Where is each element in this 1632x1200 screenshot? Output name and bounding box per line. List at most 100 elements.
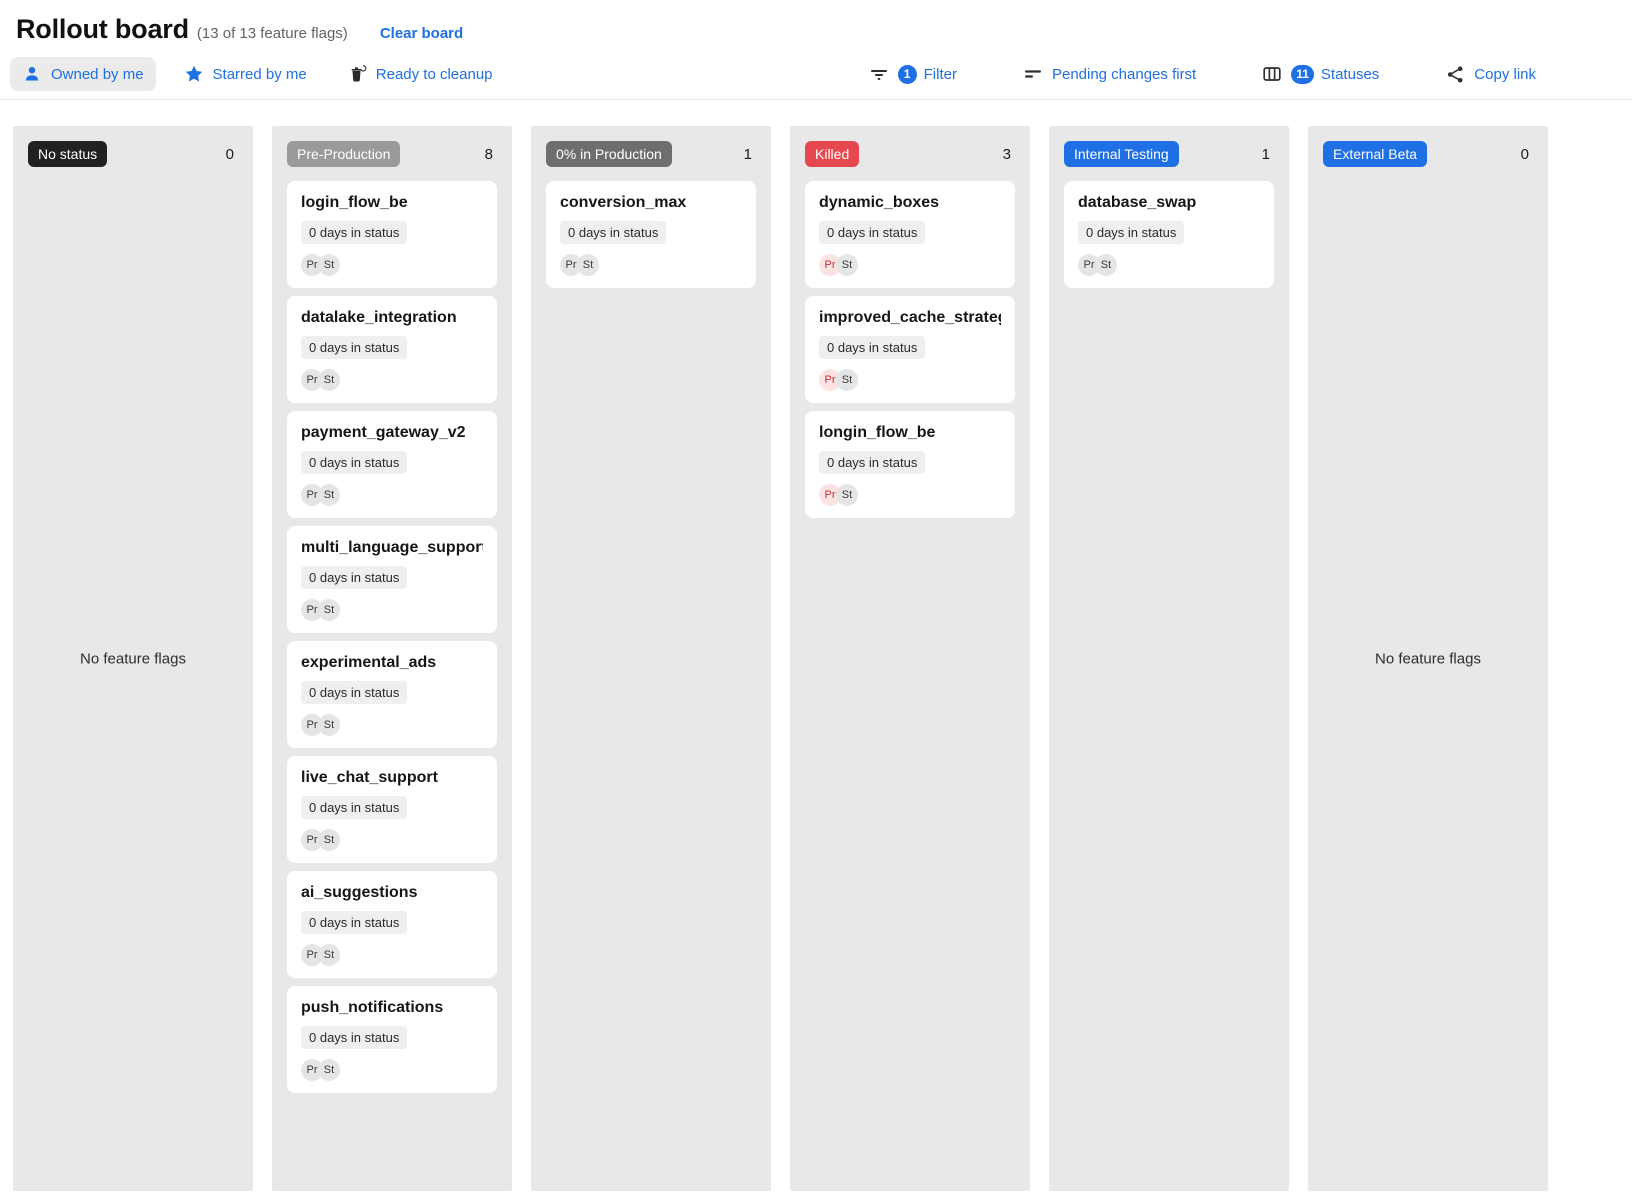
days-in-status-chip: 0 days in status	[819, 336, 926, 359]
feature-flag-card[interactable]: multi_language_support 0 days in status Pr…	[287, 526, 497, 633]
feature-flag-card[interactable]: longin_flow_be 0 days in status Pr St	[805, 411, 1015, 518]
feature-flag-card[interactable]: payment_gateway_v2 0 days in status Pr St	[287, 411, 497, 518]
toolbar-right: 1 Filter Pending changes first 11 Status…	[857, 57, 1548, 91]
empty-column-label: No feature flags	[80, 650, 186, 667]
tag-avatar-pr: Pr	[1078, 254, 1100, 276]
tag-avatars: Pr St	[301, 599, 483, 621]
feature-flag-card[interactable]: experimental_ads 0 days in status Pr St	[287, 641, 497, 748]
card-list: login_flow_be 0 days in status Pr St datalak…	[287, 181, 497, 1093]
page-title: Rollout board	[16, 14, 189, 44]
flag-name: ai_suggestions	[301, 884, 418, 901]
feature-flag-card[interactable]: database_swap 0 days in status Pr St	[1064, 181, 1274, 288]
column-count: 1	[743, 145, 752, 163]
statuses-button[interactable]: 11 Statuses	[1250, 57, 1391, 91]
column-count: 8	[484, 145, 493, 163]
tag-avatar-st: St	[836, 484, 858, 506]
flag-name: payment_gateway_v2	[301, 424, 466, 441]
tag-avatar-st: St	[318, 829, 340, 851]
tag-avatar-st: St	[318, 714, 340, 736]
feature-flag-card[interactable]: datalake_integration 0 days in status Pr St	[287, 296, 497, 403]
column-count: 3	[1002, 145, 1011, 163]
board-column-0-in-production: 0% in Production 1 conversion_max 0 days in…	[531, 126, 771, 1191]
tag-avatar-st: St	[318, 944, 340, 966]
tag-avatars: Pr St	[819, 254, 1001, 276]
feature-flag-card[interactable]: live_chat_support 0 days in status Pr St	[287, 756, 497, 863]
days-in-status-chip: 0 days in status	[301, 336, 408, 359]
flag-name: longin_flow_be	[819, 424, 936, 441]
filter-count-badge: 1	[897, 64, 917, 84]
toolbar: Owned by me Starred by me	[0, 45, 1632, 91]
statuses-label: Statuses	[1320, 65, 1380, 83]
column-header: Pre-Production 8	[287, 141, 497, 167]
empty-column-label: No feature flags	[1375, 650, 1481, 667]
column-header: No status 0	[28, 141, 238, 167]
flag-name: datalake_integration	[301, 309, 457, 326]
flag-name: live_chat_support	[301, 769, 438, 786]
days-in-status-chip: 0 days in status	[301, 1026, 408, 1049]
board-column-pre-production: Pre-Production 8 login_flow_be 0 days in st…	[272, 126, 512, 1191]
days-in-status-chip: 0 days in status	[560, 221, 667, 244]
days-in-status-chip: 0 days in status	[301, 451, 408, 474]
copy-link-button[interactable]: Copy link	[1433, 57, 1548, 91]
tag-avatar-pr: Pr	[301, 714, 323, 736]
days-in-status-chip: 0 days in status	[301, 681, 408, 704]
sort-icon	[1023, 64, 1043, 84]
filter-label: Filter	[923, 65, 957, 83]
tag-avatar-pr: Pr	[819, 484, 841, 506]
tag-avatar-st: St	[836, 254, 858, 276]
flag-name: push_notifications	[301, 999, 444, 1016]
column-header: Internal Testing 1	[1064, 141, 1274, 167]
filter-icon	[869, 64, 889, 84]
tag-avatars: Pr St	[560, 254, 742, 276]
share-icon	[1445, 64, 1465, 84]
column-status-badge: External Beta	[1323, 141, 1428, 167]
feature-flag-card[interactable]: login_flow_be 0 days in status Pr St	[287, 181, 497, 288]
tag-avatar-pr: Pr	[819, 369, 841, 391]
owned-by-me-label: Owned by me	[51, 65, 144, 83]
tag-avatar-pr: Pr	[301, 254, 323, 276]
filter-button[interactable]: 1 Filter	[857, 57, 969, 91]
sort-button[interactable]: Pending changes first	[1011, 57, 1208, 91]
tag-avatars: Pr St	[301, 829, 483, 851]
column-count: 1	[1261, 145, 1270, 163]
column-status-badge: No status	[28, 141, 108, 167]
tag-avatars: Pr St	[301, 714, 483, 736]
days-in-status-chip: 0 days in status	[301, 566, 408, 589]
tag-avatars: Pr St	[819, 369, 1001, 391]
tag-avatars: Pr St	[301, 369, 483, 391]
feature-flag-card[interactable]: dynamic_boxes 0 days in status Pr St	[805, 181, 1015, 288]
toolbar-left: Owned by me Starred by me	[10, 57, 505, 91]
tag-avatars: Pr St	[1078, 254, 1260, 276]
board-column-internal-testing: Internal Testing 1 database_swap 0 days in …	[1049, 126, 1289, 1191]
tag-avatar-st: St	[318, 369, 340, 391]
clear-board-button[interactable]: Clear board	[379, 25, 464, 42]
card-list: database_swap 0 days in status Pr St	[1064, 181, 1274, 288]
board-column-no-status: No status 0 No feature flags	[13, 126, 253, 1191]
owned-by-me-button[interactable]: Owned by me	[10, 57, 156, 91]
tag-avatars: Pr St	[301, 254, 483, 276]
tag-avatar-pr: Pr	[301, 599, 323, 621]
person-icon	[22, 64, 42, 84]
page-subtitle: (13 of 13 feature flags)	[196, 25, 348, 42]
tag-avatar-pr: Pr	[301, 369, 323, 391]
sort-label: Pending changes first	[1051, 65, 1197, 83]
feature-flag-card[interactable]: conversion_max 0 days in status Pr St	[546, 181, 756, 288]
column-header: External Beta 0	[1323, 141, 1533, 167]
ready-to-cleanup-button[interactable]: Ready to cleanup	[335, 57, 505, 91]
card-list: conversion_max 0 days in status Pr St	[546, 181, 756, 288]
feature-flag-card[interactable]: improved_cache_strategy 0 days in status P…	[805, 296, 1015, 403]
ready-to-cleanup-label: Ready to cleanup	[375, 65, 493, 83]
flag-name: dynamic_boxes	[819, 194, 940, 211]
days-in-status-chip: 0 days in status	[301, 911, 408, 934]
days-in-status-chip: 0 days in status	[819, 451, 926, 474]
flag-name: login_flow_be	[301, 194, 408, 211]
feature-flag-card[interactable]: push_notifications 0 days in status Pr St	[287, 986, 497, 1093]
tag-avatars: Pr St	[819, 484, 1001, 506]
flag-name: conversion_max	[560, 194, 687, 211]
feature-flag-card[interactable]: ai_suggestions 0 days in status Pr St	[287, 871, 497, 978]
page-header: Rollout board (13 of 13 feature flags) C…	[0, 0, 1632, 45]
tag-avatar-pr: Pr	[301, 944, 323, 966]
flag-name: experimental_ads	[301, 654, 437, 671]
card-list: dynamic_boxes 0 days in status Pr St improve…	[805, 181, 1015, 518]
starred-by-me-button[interactable]: Starred by me	[172, 57, 319, 91]
